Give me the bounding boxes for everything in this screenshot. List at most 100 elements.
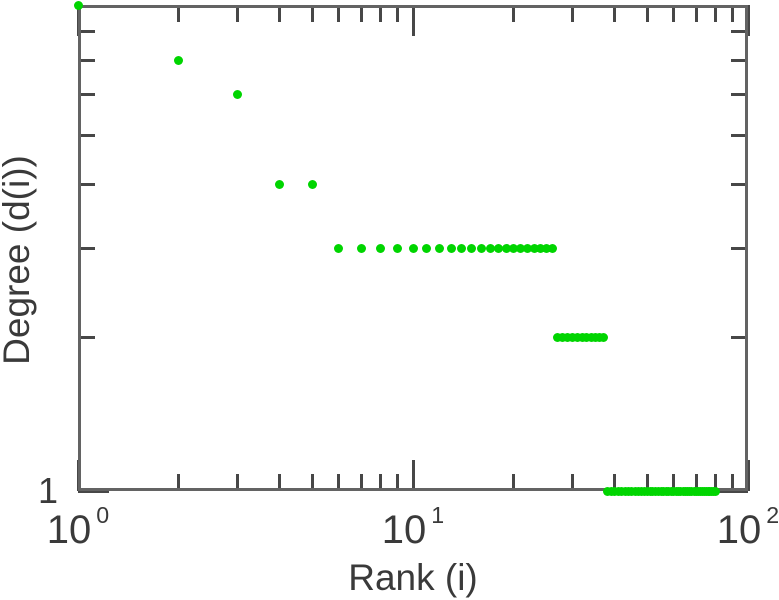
x-tick-label-10e1: 10 1	[381, 504, 444, 552]
y-minor-tick-right	[731, 336, 748, 340]
y-minor-tick-right	[731, 59, 748, 63]
y-minor-tick-right	[731, 246, 748, 250]
x-tick-label-base: 10	[46, 508, 92, 552]
y-minor-tick	[78, 246, 95, 250]
data-point	[563, 333, 573, 343]
y-minor-tick-right	[731, 182, 748, 186]
x-tick-label-exponent: 1	[431, 502, 445, 529]
x-minor-tick-top	[236, 5, 240, 22]
data-point	[541, 243, 551, 253]
data-point	[233, 90, 243, 100]
y-minor-tick-right	[731, 93, 748, 97]
x-minor-tick	[645, 474, 649, 491]
x-minor-tick	[359, 474, 363, 491]
x-minor-tick	[731, 474, 735, 491]
data-point	[174, 56, 184, 66]
x-minor-tick-top	[645, 5, 649, 22]
data-point	[435, 243, 445, 253]
x-minor-tick-top	[512, 5, 516, 22]
x-major-tick	[411, 460, 415, 491]
x-minor-tick-top	[694, 5, 698, 22]
x-minor-tick	[337, 474, 341, 491]
x-minor-tick	[512, 474, 516, 491]
x-minor-tick	[571, 474, 575, 491]
x-minor-tick	[613, 474, 617, 491]
x-minor-tick-top	[731, 5, 735, 22]
x-tick-label-base: 10	[716, 508, 762, 552]
x-major-tick-top	[746, 5, 750, 36]
x-minor-tick	[177, 474, 181, 491]
x-tick-label-10e0: 10 0	[46, 504, 109, 552]
x-major-tick	[746, 460, 750, 491]
x-minor-tick	[236, 474, 240, 491]
data-point	[467, 243, 477, 253]
y-minor-tick	[78, 93, 95, 97]
x-minor-tick	[278, 474, 282, 491]
data-point	[501, 243, 511, 253]
data-point	[509, 243, 519, 253]
x-minor-tick-top	[337, 5, 341, 22]
data-point	[73, 0, 83, 10]
x-minor-tick-top	[379, 5, 383, 22]
data-point	[307, 179, 317, 189]
y-major-tick	[78, 489, 109, 493]
x-minor-tick	[310, 474, 314, 491]
x-minor-tick	[714, 474, 718, 491]
x-minor-tick	[694, 474, 698, 491]
y-minor-tick-right	[731, 133, 748, 137]
data-point	[573, 333, 583, 343]
plot-area	[73, 0, 750, 496]
data-point	[446, 243, 456, 253]
x-minor-tick-top	[310, 5, 314, 22]
x-minor-tick	[396, 474, 400, 491]
y-tick-label-1: 1	[37, 470, 58, 511]
y-minor-tick	[78, 182, 95, 186]
x-minor-tick-top	[359, 5, 363, 22]
x-tick-label-exponent: 0	[96, 502, 110, 529]
data-point	[422, 243, 432, 253]
x-major-tick-top	[411, 5, 415, 36]
data-point	[558, 333, 568, 343]
data-point	[485, 243, 495, 253]
x-tick-label-10e2: 10 2	[716, 504, 779, 552]
data-point	[356, 243, 366, 253]
data-point	[523, 243, 533, 253]
data-point	[408, 243, 418, 253]
data-point	[393, 243, 403, 253]
data-point	[711, 486, 721, 496]
y-minor-tick-right	[731, 29, 748, 33]
x-minor-tick-top	[571, 5, 575, 22]
x-minor-tick-top	[396, 5, 400, 22]
x-minor-tick-top	[714, 5, 718, 22]
data-point	[535, 243, 545, 253]
data-point	[568, 333, 578, 343]
y-minor-tick	[78, 336, 95, 340]
data-point	[494, 243, 504, 253]
y-minor-tick	[78, 29, 95, 33]
x-axis-label: Rank (i)	[348, 557, 478, 598]
x-minor-tick	[672, 474, 676, 491]
data-point	[547, 243, 557, 253]
data-point	[476, 243, 486, 253]
y-major-tick-right	[717, 489, 748, 493]
x-minor-tick-top	[177, 5, 181, 22]
data-point	[457, 243, 467, 253]
data-point	[275, 179, 285, 189]
x-tick-label-base: 10	[381, 508, 427, 552]
x-tick-label-exponent: 2	[766, 502, 779, 529]
data-point	[376, 243, 386, 253]
x-minor-tick-top	[672, 5, 676, 22]
x-major-tick	[76, 460, 80, 491]
data-point	[598, 333, 608, 343]
y-minor-tick	[78, 133, 95, 137]
x-minor-tick-top	[613, 5, 617, 22]
data-point	[516, 243, 526, 253]
data-point	[529, 243, 539, 253]
data-point	[553, 333, 562, 343]
x-minor-tick-top	[278, 5, 282, 22]
y-minor-tick	[78, 59, 95, 63]
x-minor-tick	[379, 474, 383, 491]
y-axis-label: Degree (d(i))	[0, 155, 37, 365]
data-point	[334, 243, 344, 253]
